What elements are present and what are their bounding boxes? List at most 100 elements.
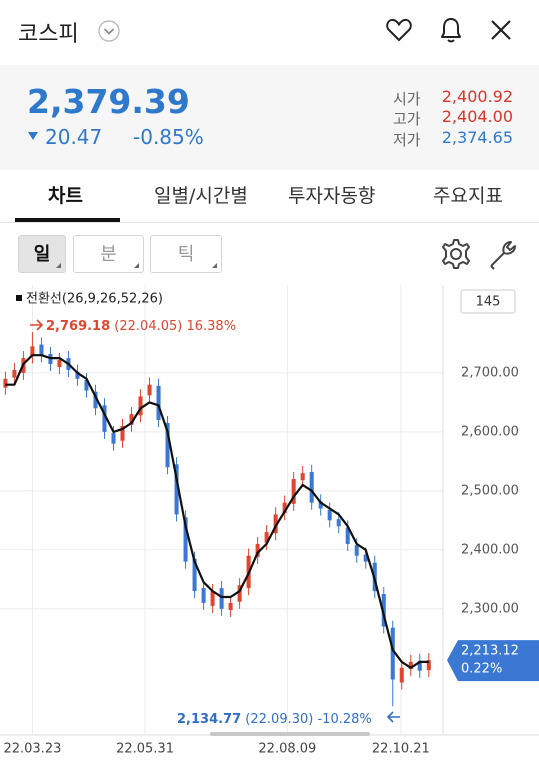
x-tick-label: 22.03.23 [3,742,61,757]
candle-body [228,602,233,610]
candle-body [390,627,395,680]
candle-body [75,371,80,379]
chart: 145 전환선(26,9,26,52,26) 2,769.18 (22.04.0… [0,285,539,757]
candle-body [12,369,17,378]
open-price: 2,400.92 [441,87,513,106]
legend-swatch [16,295,22,301]
count-box [460,289,516,314]
y-tick-label: 2,300.00 [461,601,519,616]
settings-button[interactable] [439,237,473,271]
y-tick-label: 2,500.00 [461,483,519,498]
candle-body [291,479,296,504]
candle-body [354,545,359,556]
period-button[interactable]: 일 [18,235,66,273]
high-date: (22.04.05) [114,319,182,334]
candle-body [129,414,134,425]
tab[interactable]: 주요지표 [433,185,503,207]
title: 코스피 [18,22,79,47]
last-price-tag [447,640,539,682]
low-date: (22.09.30) [245,712,313,727]
grid [0,285,443,735]
high-label: 고가 [393,110,421,128]
candle-count: 145 [476,295,501,310]
period-button[interactable]: 틱 [150,235,222,273]
quote-panel [0,65,539,170]
open-label: 시가 [393,90,421,108]
low-arrow [386,711,400,723]
candle-body [336,519,341,527]
high-annotation: 2,769.18 (22.04.05) 16.38% [46,319,236,334]
candle-body [147,384,152,396]
candle-body [156,385,161,421]
candle-body [111,433,116,444]
candle-body [426,660,431,671]
high-arrow [30,319,44,331]
candle-body [84,379,89,391]
candle-body [417,660,422,671]
dropdown-button[interactable] [97,19,121,43]
x-tick-label: 22.10.21 [372,742,430,757]
candle-body [93,391,98,409]
down-arrow [28,132,38,140]
tab[interactable]: 투자자동향 [288,185,376,207]
indicator-line [5,354,429,669]
low-price: 2,374.65 [441,128,513,147]
candle-body [57,359,62,367]
favorite-button[interactable] [384,15,414,45]
candle-body [102,405,107,432]
candle-body [363,554,368,562]
x-tick-label: 22.05.31 [116,742,174,757]
alert-button[interactable] [436,14,466,46]
x-tick-label: 22.08.09 [258,742,316,757]
low-price: 2,134.77 [177,712,241,727]
current-price: 2,379.39 [27,82,190,121]
candle-body [255,543,260,557]
candle-body [138,396,143,416]
period-button[interactable]: 분 [73,235,144,273]
high-change: 16.38% [186,319,236,334]
tab[interactable]: 차트 [48,185,83,207]
y-tick-label: 2,700.00 [461,365,519,380]
candle-body [309,471,314,503]
candle-body [300,473,305,481]
candle-body [183,517,188,562]
candle-body [264,532,269,543]
candle-body [219,588,224,609]
legend-label: 전환선(26,9,26,52,26) [26,292,163,307]
candle-body [39,344,44,356]
price-change: 20.47 [45,125,103,149]
tab-divider [0,222,539,223]
tab-indicator [15,218,120,222]
candle-body [327,509,332,521]
high-price: 2,769.18 [46,319,110,334]
candle-body [237,585,242,602]
tab[interactable]: 일별/시간별 [154,185,248,207]
low-change: -10.28% [317,712,371,727]
scrollbar[interactable] [210,732,370,736]
y-tick-label: 2,600.00 [461,424,519,439]
close-button[interactable] [487,16,515,44]
candle-body [408,661,413,669]
candle-body [201,588,206,603]
price-change-rate: -0.85% [133,125,204,149]
low-annotation: 2,134.77 (22.09.30) -10.28% [177,712,372,727]
candle-body [165,423,170,468]
low-label: 저가 [393,131,421,149]
last-change: 0.22% [461,662,502,677]
candle-body [345,527,350,544]
candle-body [120,425,125,441]
candle-body [30,346,35,357]
candle-body [318,501,323,509]
tools-button[interactable] [486,237,520,271]
high-price: 2,404.00 [441,107,513,126]
candle-body [3,378,8,388]
candle-body [399,667,404,683]
candle-body [381,594,386,627]
candle-body [282,502,287,514]
candle-body [192,558,197,592]
last-price: 2,213.12 [461,644,519,659]
candle-body [210,591,215,606]
candle-body [174,464,179,515]
y-tick-label: 2,400.00 [461,542,519,557]
